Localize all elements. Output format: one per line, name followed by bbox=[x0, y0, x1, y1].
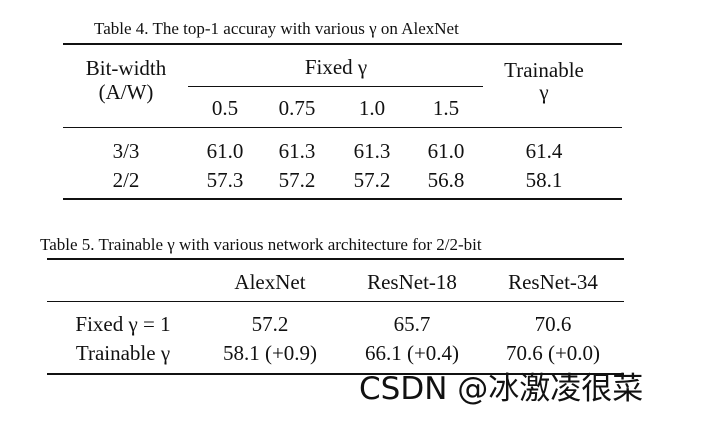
table5-row-label: Fixed γ = 1 bbox=[75, 312, 171, 336]
table4-cell-trainable: 61.4 bbox=[525, 139, 563, 163]
table4-cell: 57.2 bbox=[353, 168, 391, 192]
table4-bottom-rule bbox=[63, 198, 622, 200]
table4-cell: 61.3 bbox=[353, 139, 391, 163]
table4-header-fixed-group: Fixed γ bbox=[304, 55, 368, 79]
csdn-watermark: CSDN @冰激凌很菜 bbox=[359, 371, 644, 407]
table5-header-col: ResNet-18 bbox=[367, 270, 457, 294]
table5-cell: 65.7 bbox=[393, 312, 431, 336]
table4-cell-trainable: 58.1 bbox=[525, 168, 563, 192]
table4-caption: Table 4. The top-1 accuray with various … bbox=[94, 19, 459, 38]
table5-bottom-rule bbox=[47, 373, 624, 375]
table4-header-trainable: Trainable bbox=[504, 58, 584, 82]
table5-cell: 70.6 bbox=[534, 312, 572, 336]
table4-row-bitwidth: 3/3 bbox=[112, 139, 140, 163]
table5-caption: Table 5. Trainable γ with various networ… bbox=[40, 235, 482, 254]
table4-top-rule bbox=[63, 43, 622, 45]
table4-cell: 57.2 bbox=[278, 168, 316, 192]
table5-cell: 57.2 bbox=[251, 312, 289, 336]
table4-fixed-group-rule bbox=[188, 86, 483, 87]
table4-cell: 61.0 bbox=[206, 139, 244, 163]
table5-cell: 66.1 (+0.4) bbox=[364, 341, 460, 365]
table4-header-fixed-0: 0.5 bbox=[211, 96, 239, 120]
table4-cell: 61.0 bbox=[427, 139, 465, 163]
table5-top-rule bbox=[47, 258, 624, 260]
table4-header-fixed-1: 0.75 bbox=[278, 96, 316, 120]
table5-cell: 58.1 (+0.9) bbox=[222, 341, 318, 365]
table5-header-col: AlexNet bbox=[234, 270, 306, 294]
table4-cell: 61.3 bbox=[278, 139, 316, 163]
table4-header-fixed-3: 1.5 bbox=[432, 96, 460, 120]
table4-header-bitwidth-unit: (A/W) bbox=[98, 80, 154, 104]
table5-row-label: Trainable γ bbox=[75, 341, 171, 365]
table5-cell: 70.6 (+0.0) bbox=[505, 341, 601, 365]
table5-mid-rule bbox=[47, 301, 624, 302]
table4-cell: 56.8 bbox=[427, 168, 465, 192]
table4-mid-rule bbox=[63, 127, 622, 128]
table4-row-bitwidth: 2/2 bbox=[112, 168, 140, 192]
table4-cell: 57.3 bbox=[206, 168, 244, 192]
table5-header-col: ResNet-34 bbox=[508, 270, 598, 294]
table4-header-trainable-gamma: γ bbox=[539, 80, 549, 104]
table4-header-bitwidth: Bit-width bbox=[85, 56, 167, 80]
table4-header-fixed-2: 1.0 bbox=[358, 96, 386, 120]
